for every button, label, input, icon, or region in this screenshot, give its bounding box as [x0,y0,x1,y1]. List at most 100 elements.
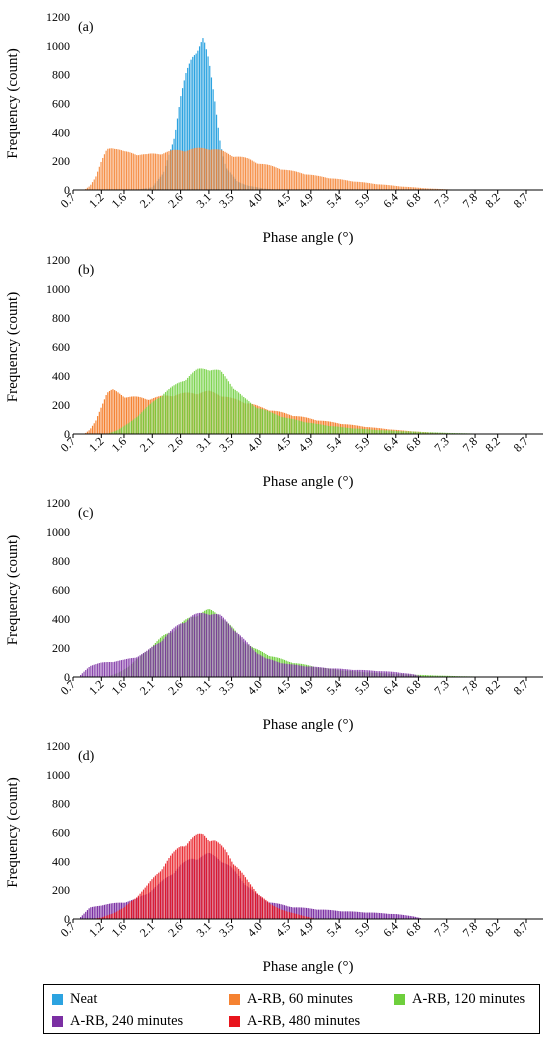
panel-label: (d) [78,749,95,764]
bar [334,910,337,919]
bar [131,152,133,190]
bar [311,908,313,919]
bar [120,150,123,190]
bar [333,178,335,190]
bar [397,672,399,677]
bar [217,149,219,190]
bar [389,185,391,190]
bar [141,654,143,677]
bar [222,150,224,190]
bar [115,430,117,434]
bar [294,664,296,677]
bar [351,911,354,919]
bar [176,383,179,434]
bar [146,650,148,677]
bar [266,901,269,919]
bar [168,388,170,434]
bar [132,899,134,919]
bar [368,670,371,677]
y-tick-label: 1000 [46,282,70,296]
bar [117,910,119,919]
bar [129,902,131,919]
bar [443,432,445,434]
bar [326,909,328,919]
bar [108,903,111,919]
x-tick-label: 7.3 [431,919,452,940]
bar [309,908,311,919]
bar [321,176,323,190]
bar [278,908,280,919]
bar [401,431,403,434]
bar [204,835,206,919]
bar [292,170,294,190]
bar [202,148,204,190]
bar [295,171,297,190]
bar [358,428,360,434]
x-tick-label: 5.9 [352,677,373,698]
bar [399,914,401,919]
x-tick-label: 1.6 [109,190,130,211]
x-tick-label: 0.7 [58,434,79,455]
bar [134,154,136,190]
bar [97,171,99,190]
bar [302,421,304,434]
bar [307,916,309,919]
y-tick-label: 1200 [46,10,70,24]
bar [158,154,160,190]
legend-item: A-RB, 120 minutes [394,991,525,1008]
bar [435,432,437,434]
bar [154,644,156,677]
bar [183,846,185,919]
bar [304,666,306,677]
bar [107,148,109,190]
bar [348,428,350,434]
bar [238,156,240,190]
bar [198,46,201,191]
bar [435,675,437,677]
legend-swatch [229,994,240,1005]
bar [445,675,447,677]
bar [343,179,345,190]
bar [370,429,372,434]
x-tick-label: 5.9 [352,919,373,940]
x-tick-label: 2.1 [137,677,158,698]
bar [416,675,418,677]
bar [226,152,228,190]
bar [110,662,112,677]
bar [380,430,382,434]
bar [345,180,347,190]
x-tick-label: 8.2 [482,434,503,455]
bar [272,905,274,919]
bar [180,846,182,919]
x-tick-label: 0.7 [58,677,79,698]
bar [411,431,413,434]
bar [384,430,386,434]
bar [414,916,416,919]
bar [407,915,410,919]
bar [292,664,294,677]
bar [125,905,128,919]
bar [129,658,131,677]
bar [411,187,413,190]
bar [367,429,369,434]
bar [433,188,435,190]
bar [409,431,411,434]
bar [170,855,172,919]
bar [402,673,405,677]
bar [363,912,365,919]
bar [249,402,252,434]
bar [331,668,333,677]
bar [243,157,245,190]
panel-b: 0 200 400 600 800 1000 1200 0.7 1.2 1.6 2.1 2.6 3.1 3… [5,253,543,490]
bar [205,837,207,919]
y-tick-label: 1200 [46,496,70,510]
bar [406,186,408,190]
bar [334,178,337,190]
bar [164,152,167,190]
bar [137,656,139,677]
bar [224,376,226,434]
bar [231,386,233,434]
bar [85,911,87,919]
bar [307,666,309,677]
bar [438,188,440,190]
